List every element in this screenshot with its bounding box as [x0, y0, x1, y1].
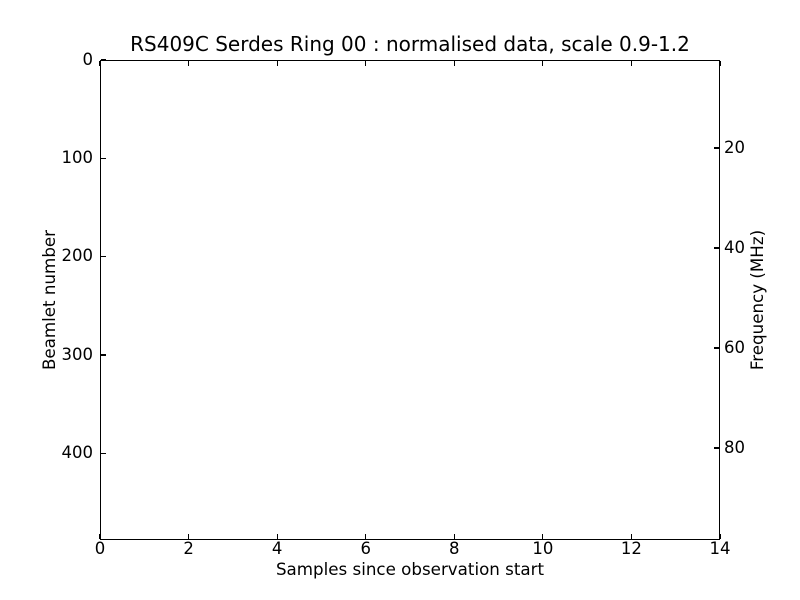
x-tick-label: 10	[532, 539, 554, 558]
x-tick-label: 0	[94, 539, 106, 558]
y-tick-label-right: 80	[724, 437, 745, 457]
x-tick-mark-top	[99, 61, 101, 67]
x-tick-label: 14	[709, 539, 731, 558]
y-tick-label-left: 300	[61, 344, 94, 364]
x-tick-mark-bottom	[276, 533, 278, 539]
x-tick-mark-top	[453, 61, 455, 67]
y-axis-label-right: Frequency (MHz)	[747, 229, 767, 371]
y-tick-mark-left	[101, 256, 107, 258]
x-tick-mark-bottom	[453, 533, 455, 539]
y-tick-mark-left	[101, 59, 107, 61]
x-tick-mark-top	[719, 61, 721, 67]
chart-title: RS409C Serdes Ring 00 : normalised data,…	[130, 32, 690, 56]
x-tick-mark-top	[542, 61, 544, 67]
y-tick-label-left: 400	[61, 442, 94, 462]
x-tick-mark-bottom	[99, 533, 101, 539]
x-tick-label: 4	[271, 539, 283, 558]
y-tick-label-left: 100	[61, 147, 94, 167]
y-tick-mark-right	[713, 347, 719, 349]
x-axis-label: Samples since observation start	[275, 559, 545, 579]
x-tick-mark-bottom	[187, 533, 190, 539]
y-tick-label-left: 200	[61, 246, 94, 266]
x-tick-mark-top	[276, 61, 278, 67]
x-tick-label: 6	[360, 539, 371, 558]
y-tick-mark-left	[101, 452, 107, 455]
x-tick-mark-top	[187, 61, 190, 67]
x-tick-mark-top	[365, 61, 367, 67]
y-tick-label-right: 20	[724, 137, 745, 157]
y-tick-mark-right	[713, 247, 719, 249]
plot-area	[100, 60, 720, 540]
x-tick-label: 2	[183, 539, 194, 558]
x-tick-mark-top	[630, 61, 633, 67]
x-tick-mark-bottom	[542, 533, 544, 539]
x-tick-label: 8	[449, 539, 460, 558]
y-tick-mark-right	[713, 147, 719, 149]
y-tick-label-right: 60	[724, 337, 745, 357]
x-tick-mark-bottom	[719, 533, 721, 539]
y-tick-label-right: 40	[724, 237, 745, 257]
y-tick-mark-left	[101, 157, 107, 159]
y-tick-mark-left	[101, 354, 107, 356]
y-tick-mark-right	[713, 447, 719, 449]
x-tick-mark-bottom	[630, 533, 633, 539]
x-tick-label: 12	[620, 539, 642, 558]
x-tick-mark-bottom	[365, 533, 367, 539]
y-tick-label-left: 0	[82, 49, 94, 69]
